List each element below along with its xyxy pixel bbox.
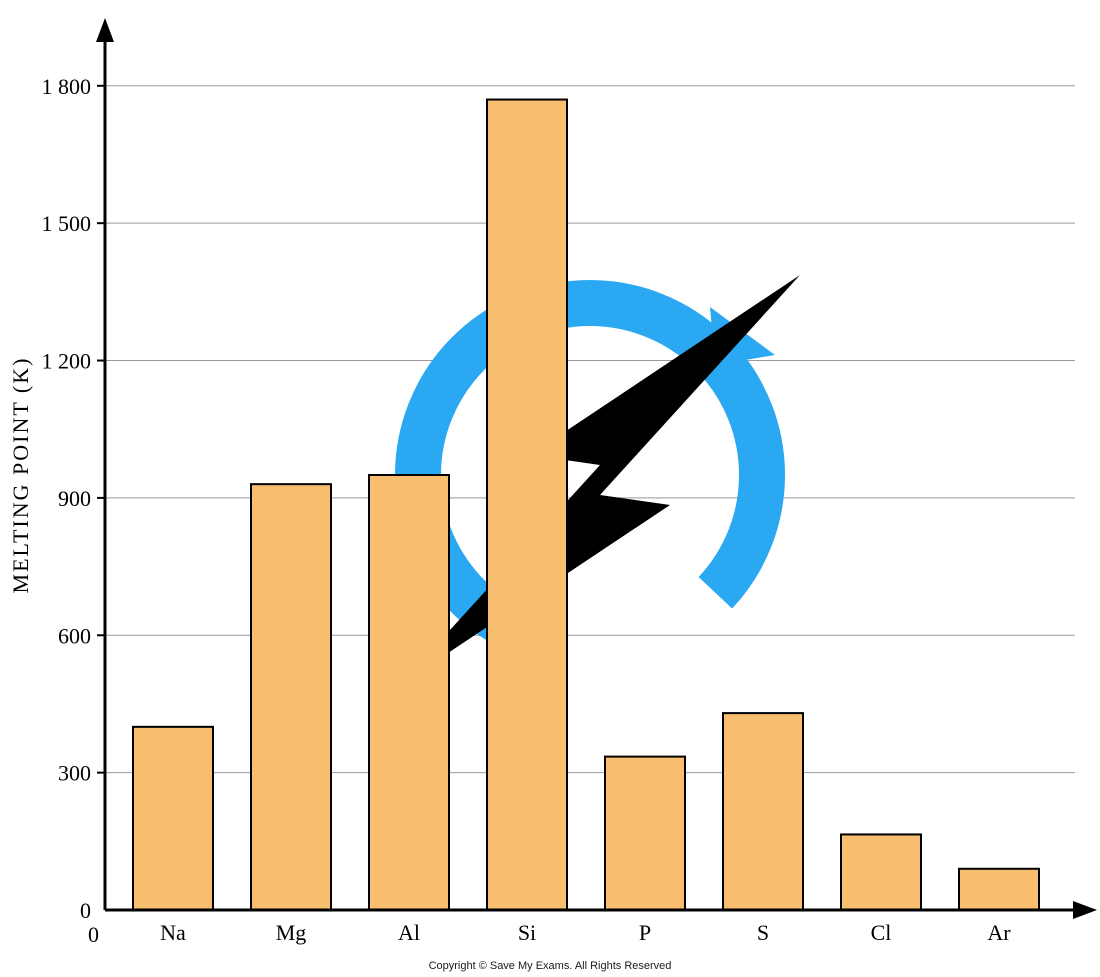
bar-mg — [251, 484, 331, 910]
chart-container: { "chart": { "type": "bar", "ylabel": "M… — [0, 0, 1100, 977]
bar-al — [369, 475, 449, 910]
x-label-al: Al — [398, 920, 420, 945]
x-label-s: S — [757, 920, 769, 945]
bar-cl — [841, 834, 921, 910]
bar-ar — [959, 869, 1039, 910]
bar-si — [487, 100, 567, 910]
x-label-ar: Ar — [987, 920, 1011, 945]
y-tick-label: 600 — [58, 623, 91, 648]
y-tick-label: 1 200 — [42, 349, 92, 374]
bar-p — [605, 757, 685, 910]
y-tick-label: 0 — [80, 898, 91, 923]
y-tick-label: 1 800 — [42, 74, 92, 99]
x-label-p: P — [639, 920, 651, 945]
bar-na — [133, 727, 213, 910]
y-tick-label: 1 500 — [42, 211, 92, 236]
copyright-text: Copyright © Save My Exams. All Rights Re… — [0, 960, 1100, 972]
melting-point-bar-chart: Na Mg Al Si P S Cl Ar 0 300 600 900 1 200 1 500 1 800 0… — [0, 0, 1100, 977]
y-tick-label: 900 — [58, 486, 91, 511]
y-axis-label: MELTING POINT (K) — [8, 357, 33, 594]
bar-s — [723, 713, 803, 910]
x-label-si: Si — [518, 920, 536, 945]
x-label-cl: Cl — [871, 920, 892, 945]
x-origin-label: 0 — [88, 922, 99, 947]
x-label-na: Na — [160, 920, 186, 945]
x-label-mg: Mg — [276, 920, 307, 945]
y-tick-label: 300 — [58, 761, 91, 786]
